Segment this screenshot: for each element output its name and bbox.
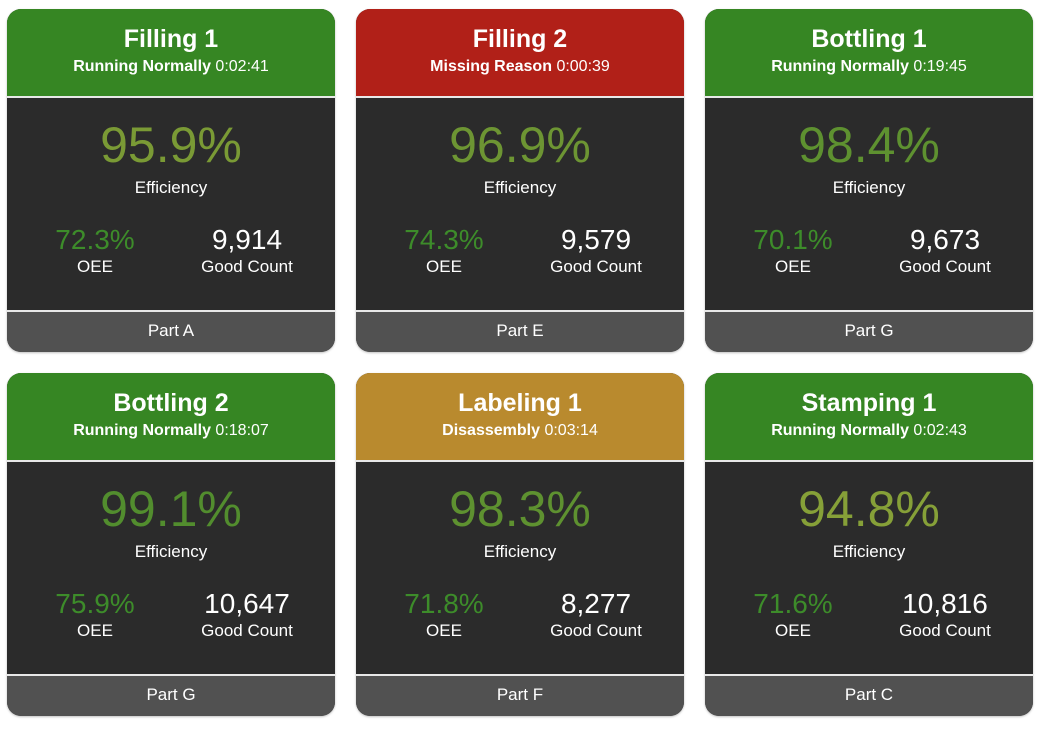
efficiency-label: Efficiency — [483, 542, 557, 561]
status-reason: Running Normally — [73, 58, 211, 75]
oee-metric: 70.1% OEE — [711, 224, 875, 278]
status-duration: 0:18:07 — [215, 422, 269, 439]
oee-value: 75.9% — [55, 588, 135, 619]
part-label: Part G — [7, 676, 335, 716]
oee-metric: 71.8% OEE — [362, 588, 526, 642]
good-count-value: 10,816 — [902, 588, 988, 619]
efficiency-label: Efficiency — [483, 178, 557, 197]
efficiency-value: 95.9% — [100, 117, 242, 173]
good-count-label: Good Count — [899, 257, 991, 276]
machine-title: Bottling 1 — [811, 25, 927, 53]
oee-label: OEE — [775, 621, 811, 640]
status-duration: 0:03:14 — [544, 422, 598, 439]
efficiency-label: Efficiency — [832, 542, 906, 561]
oee-label: OEE — [426, 621, 462, 640]
machine-card-labeling-1[interactable]: Labeling 1 Disassembly 0:03:14 98.3% Eff… — [356, 373, 684, 716]
card-header: Stamping 1 Running Normally 0:02:43 — [705, 373, 1033, 462]
card-body: 98.3% Efficiency 71.8% OEE 8,277 Good Co… — [356, 462, 684, 676]
machine-title: Stamping 1 — [801, 389, 937, 417]
good-count-label: Good Count — [201, 257, 293, 276]
oee-metric: 74.3% OEE — [362, 224, 526, 278]
good-count-metric: 10,816 Good Count — [863, 588, 1027, 642]
good-count-metric: 9,579 Good Count — [514, 224, 678, 278]
good-count-value: 9,673 — [909, 224, 981, 255]
efficiency-label: Efficiency — [134, 542, 208, 561]
good-count-metric: 9,673 Good Count — [863, 224, 1027, 278]
oee-metric: 75.9% OEE — [13, 588, 177, 642]
card-body: 94.8% Efficiency 71.6% OEE 10,816 Good C… — [705, 462, 1033, 676]
good-count-label: Good Count — [550, 257, 642, 276]
oee-metric: 71.6% OEE — [711, 588, 875, 642]
efficiency-label: Efficiency — [832, 178, 906, 197]
status-duration: 0:00:39 — [556, 58, 610, 75]
machine-status: Disassembly 0:03:14 — [356, 421, 684, 441]
efficiency-label: Efficiency — [134, 178, 208, 197]
good-count-value: 9,914 — [211, 224, 283, 255]
part-label: Part E — [356, 312, 684, 352]
status-duration: 0:02:43 — [913, 422, 967, 439]
oee-label: OEE — [775, 257, 811, 276]
card-body: 96.9% Efficiency 74.3% OEE 9,579 Good Co… — [356, 98, 684, 312]
efficiency-value: 94.8% — [798, 481, 940, 537]
good-count-metric: 9,914 Good Count — [165, 224, 329, 278]
status-reason: Running Normally — [771, 58, 909, 75]
part-label: Part G — [705, 312, 1033, 352]
status-reason: Disassembly — [442, 422, 540, 439]
machine-title: Filling 1 — [123, 25, 219, 53]
status-duration: 0:02:41 — [215, 58, 269, 75]
machine-title: Labeling 1 — [458, 389, 582, 417]
machine-status: Running Normally 0:02:43 — [705, 421, 1033, 441]
card-header: Bottling 1 Running Normally 0:19:45 — [705, 9, 1033, 98]
oee-label: OEE — [77, 257, 113, 276]
machine-title: Filling 2 — [472, 25, 568, 53]
good-count-value: 9,579 — [560, 224, 632, 255]
status-reason: Running Normally — [73, 422, 211, 439]
good-count-label: Good Count — [550, 621, 642, 640]
oee-label: OEE — [426, 257, 462, 276]
good-count-metric: 8,277 Good Count — [514, 588, 678, 642]
card-body: 95.9% Efficiency 72.3% OEE 9,914 Good Co… — [7, 98, 335, 312]
oee-value: 70.1% — [753, 224, 833, 255]
oee-value: 71.8% — [404, 588, 484, 619]
oee-metric: 72.3% OEE — [13, 224, 177, 278]
efficiency-value: 96.9% — [449, 117, 591, 173]
card-body: 99.1% Efficiency 75.9% OEE 10,647 Good C… — [7, 462, 335, 676]
oee-value: 74.3% — [404, 224, 484, 255]
machine-card-stamping-1[interactable]: Stamping 1 Running Normally 0:02:43 94.8… — [705, 373, 1033, 716]
part-label: Part F — [356, 676, 684, 716]
machine-status: Running Normally 0:19:45 — [705, 57, 1033, 77]
machine-card-bottling-2[interactable]: Bottling 2 Running Normally 0:18:07 99.1… — [7, 373, 335, 716]
machine-card-bottling-1[interactable]: Bottling 1 Running Normally 0:19:45 98.4… — [705, 9, 1033, 352]
part-label: Part A — [7, 312, 335, 352]
card-header: Bottling 2 Running Normally 0:18:07 — [7, 373, 335, 462]
good-count-label: Good Count — [201, 621, 293, 640]
efficiency-value: 98.4% — [798, 117, 940, 173]
machine-title: Bottling 2 — [113, 389, 229, 417]
good-count-label: Good Count — [899, 621, 991, 640]
part-label: Part C — [705, 676, 1033, 716]
oee-value: 71.6% — [753, 588, 833, 619]
status-reason: Missing Reason — [430, 58, 552, 75]
card-body: 98.4% Efficiency 70.1% OEE 9,673 Good Co… — [705, 98, 1033, 312]
status-duration: 0:19:45 — [913, 58, 967, 75]
efficiency-value: 98.3% — [449, 481, 591, 537]
oee-value: 72.3% — [55, 224, 135, 255]
oee-label: OEE — [77, 621, 113, 640]
efficiency-value: 99.1% — [100, 481, 242, 537]
machine-card-filling-2[interactable]: Filling 2 Missing Reason 0:00:39 96.9% E… — [356, 9, 684, 352]
good-count-value: 8,277 — [560, 588, 632, 619]
card-header: Filling 1 Running Normally 0:02:41 — [7, 9, 335, 98]
status-reason: Running Normally — [771, 422, 909, 439]
card-header: Labeling 1 Disassembly 0:03:14 — [356, 373, 684, 462]
machine-status: Running Normally 0:18:07 — [7, 421, 335, 441]
card-header: Filling 2 Missing Reason 0:00:39 — [356, 9, 684, 98]
machine-status: Running Normally 0:02:41 — [7, 57, 335, 77]
good-count-metric: 10,647 Good Count — [165, 588, 329, 642]
machine-card-filling-1[interactable]: Filling 1 Running Normally 0:02:41 95.9%… — [7, 9, 335, 352]
machine-status: Missing Reason 0:00:39 — [356, 57, 684, 77]
good-count-value: 10,647 — [204, 588, 290, 619]
